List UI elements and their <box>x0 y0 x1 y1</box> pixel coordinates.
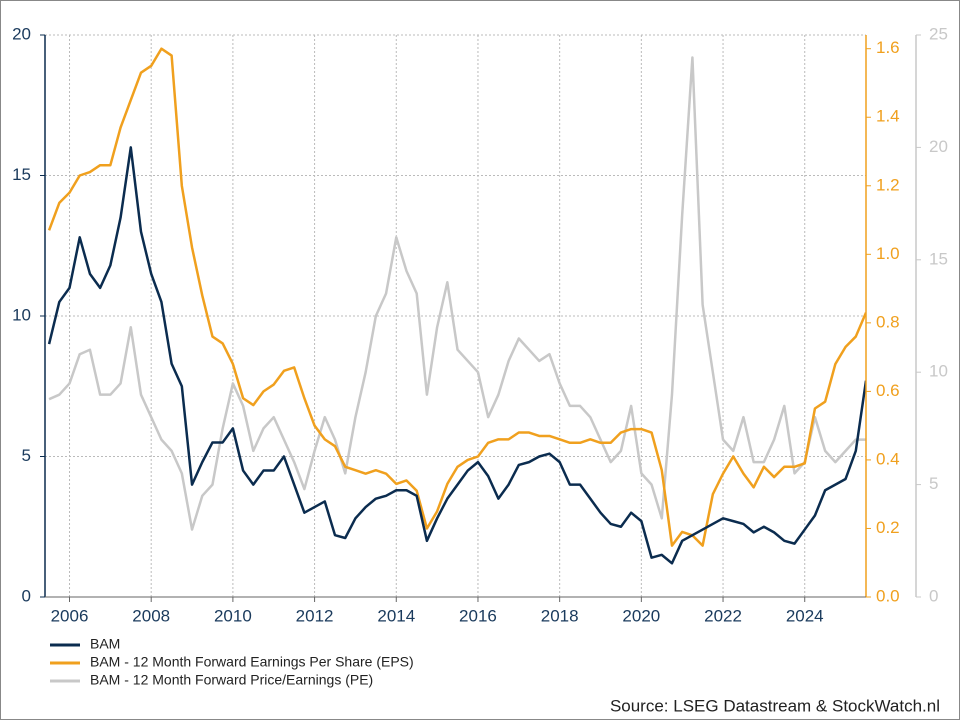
y3-tick-label: 0 <box>929 586 938 605</box>
x-tick-label: 2016 <box>459 606 497 625</box>
y2-tick-label: 0.0 <box>876 586 900 605</box>
plot-area <box>47 47 866 565</box>
axes: 2006 2008 2010 2012 2014 2016 2018 2020 2022 2024… <box>12 24 948 625</box>
y-tick-label: 0 <box>22 586 31 605</box>
y-tick-label: 5 <box>22 446 31 465</box>
x-tick-label: 2022 <box>704 606 742 625</box>
y2-tick-label: 0.6 <box>876 381 900 400</box>
y2-tick-label: 0.4 <box>876 449 900 468</box>
y2-tick-label: 1.2 <box>876 175 900 194</box>
x-tick-label: 2014 <box>377 606 415 625</box>
y2-tick-label: 1.4 <box>876 107 900 126</box>
y2-tick-label: 1.6 <box>876 38 900 57</box>
y2-tick-label: 0.8 <box>876 312 900 331</box>
x-tick-label: 2024 <box>786 606 824 625</box>
y3-tick-label: 10 <box>929 362 948 381</box>
y3-tick-label: 15 <box>929 249 948 268</box>
x-tick-label: 2020 <box>622 606 660 625</box>
series-line <box>47 146 866 565</box>
series-line <box>48 56 866 531</box>
legend-label: BAM - 12 Month Forward Price/Earnings (P… <box>90 672 373 688</box>
y-tick-label: 10 <box>12 305 31 324</box>
x-tick-label: 2018 <box>541 606 579 625</box>
legend: BAM BAM - 12 Month Forward Earnings Per S… <box>50 636 414 688</box>
y3-tick-label: 5 <box>929 474 938 493</box>
y3-tick-label: 25 <box>929 24 948 43</box>
legend-label: BAM - 12 Month Forward Earnings Per Shar… <box>90 654 414 670</box>
legend-label: BAM <box>90 636 120 652</box>
y2-tick-label: 0.2 <box>876 518 900 537</box>
y-tick-label: 15 <box>12 165 31 184</box>
x-tick-label: 2008 <box>132 606 170 625</box>
x-tick-label: 2006 <box>51 606 89 625</box>
source: Source: LSEG Datastream & StockWatch.nl <box>610 696 940 715</box>
x-tick-label: 2010 <box>214 606 252 625</box>
x-tick-label: 2012 <box>296 606 334 625</box>
y3-tick-label: 20 <box>929 137 948 156</box>
y-tick-label: 20 <box>12 24 31 43</box>
y2-tick-label: 1.0 <box>876 244 900 263</box>
series-line <box>47 47 866 547</box>
